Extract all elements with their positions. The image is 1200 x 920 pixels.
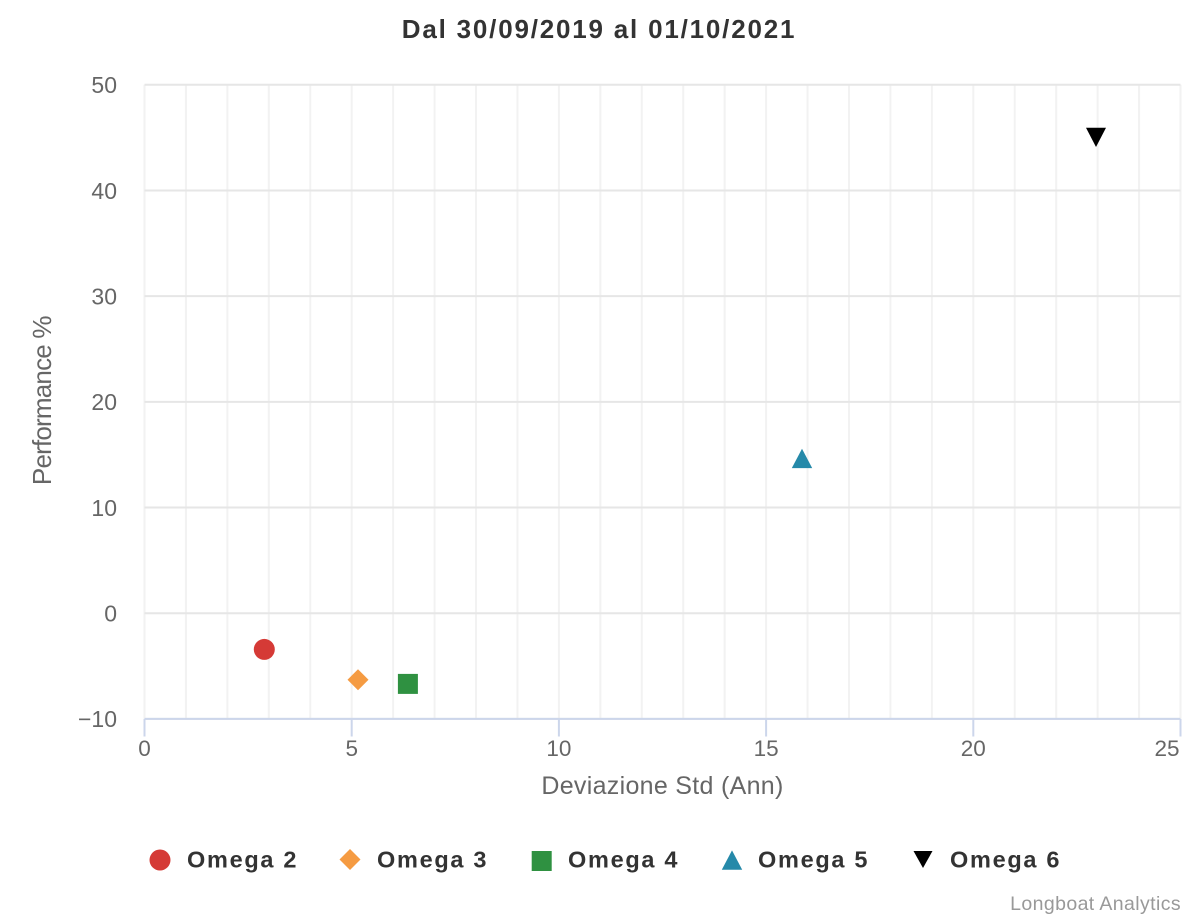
svg-text:10: 10: [546, 736, 571, 761]
svg-text:50: 50: [91, 72, 117, 98]
svg-text:0: 0: [104, 601, 117, 627]
svg-text:15: 15: [754, 736, 779, 761]
svg-text:20: 20: [961, 736, 986, 761]
svg-text:Omega 2: Omega 2: [187, 847, 298, 873]
svg-text:Performance %: Performance %: [27, 316, 57, 485]
svg-text:Omega 5: Omega 5: [758, 847, 869, 873]
svg-text:5: 5: [345, 736, 358, 761]
svg-text:30: 30: [91, 284, 117, 310]
svg-text:0: 0: [138, 736, 151, 761]
svg-text:25: 25: [1154, 736, 1179, 761]
svg-text:Omega 4: Omega 4: [568, 847, 679, 873]
svg-text:40: 40: [91, 178, 117, 204]
svg-text:Deviazione Std (Ann): Deviazione Std (Ann): [541, 772, 783, 800]
svg-text:20: 20: [91, 389, 117, 415]
svg-text:Omega 6: Omega 6: [950, 847, 1061, 873]
svg-text:Longboat Analytics: Longboat Analytics: [1010, 893, 1181, 915]
svg-text:−10: −10: [78, 706, 117, 732]
svg-text:10: 10: [91, 495, 117, 521]
svg-text:Dal 30/09/2019 al 01/10/2021: Dal 30/09/2019 al 01/10/2021: [402, 14, 796, 44]
svg-text:Omega 3: Omega 3: [377, 847, 488, 873]
